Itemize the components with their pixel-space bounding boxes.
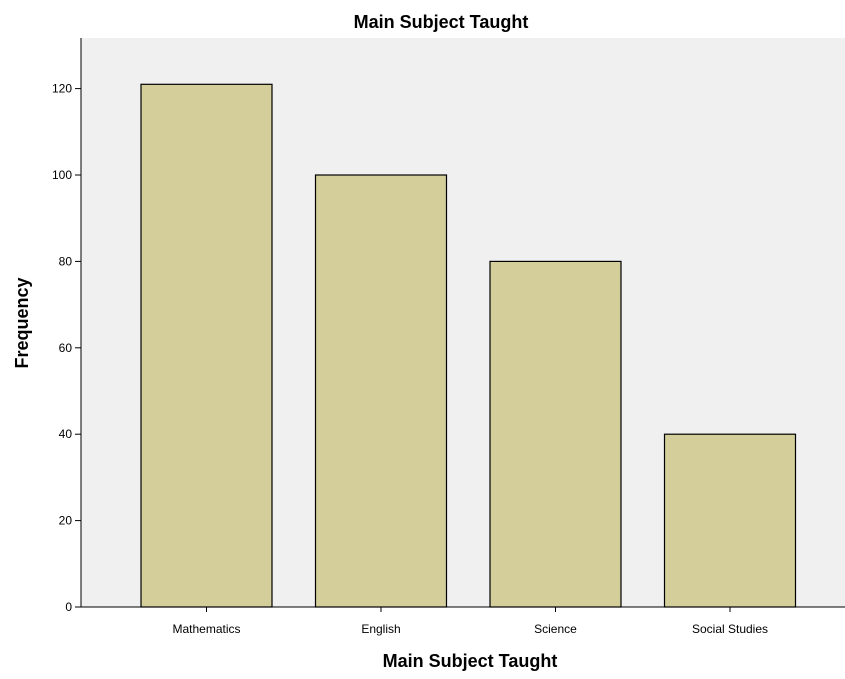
y-ticks-group: 0 20 40 60 80 100 120 bbox=[52, 82, 81, 614]
x-ticks-group: Mathematics English Science Social Studies bbox=[172, 607, 768, 636]
x-tick-label: Social Studies bbox=[692, 622, 768, 636]
y-tick-label: 100 bbox=[52, 168, 72, 182]
bar-science bbox=[489, 260, 622, 608]
y-tick-label: 80 bbox=[59, 254, 73, 268]
y-axis-title: Frequency bbox=[12, 277, 32, 368]
bar-english bbox=[314, 174, 448, 608]
x-tick-label: English bbox=[361, 622, 400, 636]
bars-group bbox=[140, 83, 797, 608]
axes-group bbox=[80, 38, 845, 608]
y-tick-label: 20 bbox=[59, 514, 73, 528]
x-axis-title: Main Subject Taught bbox=[383, 651, 558, 671]
y-tick-label: 120 bbox=[52, 82, 72, 96]
y-tick-label: 40 bbox=[59, 427, 73, 441]
bar-social-studies bbox=[663, 433, 797, 608]
chart-title: Main Subject Taught bbox=[354, 12, 529, 32]
bar-mathematics bbox=[140, 83, 273, 608]
y-tick-label: 0 bbox=[65, 600, 72, 614]
y-tick-label: 60 bbox=[59, 341, 73, 355]
x-tick-label: Mathematics bbox=[172, 622, 240, 636]
x-tick-label: Science bbox=[534, 622, 577, 636]
